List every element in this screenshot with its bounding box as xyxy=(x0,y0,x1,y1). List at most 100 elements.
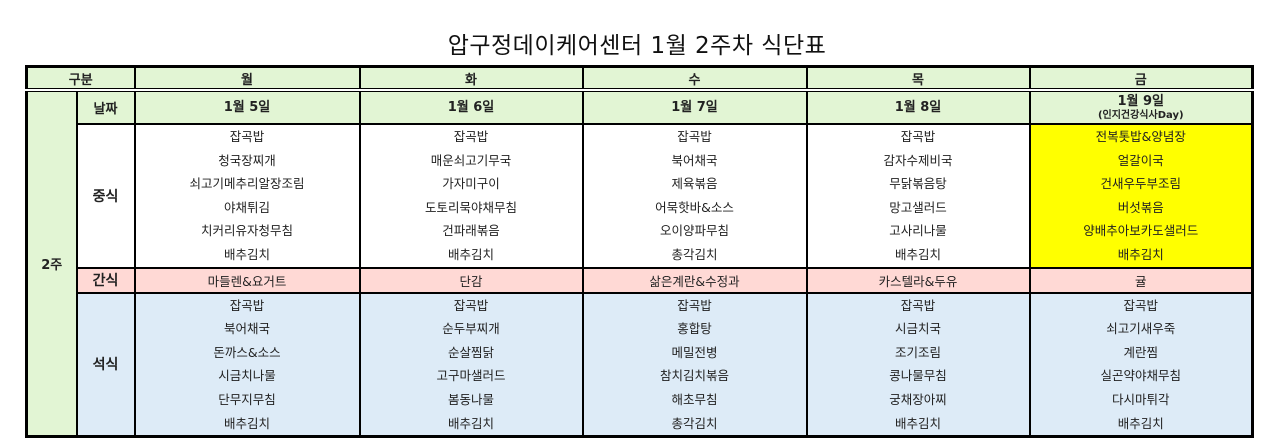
lunch-cell: 잡곡밥 매운쇠고기무국 가자미구이 도토리묵야채무침 건파래볶음 배추김치 xyxy=(358,123,584,269)
menu-item: 쇠고기새우죽 xyxy=(1106,321,1176,337)
page-title: 압구정데이케어센터 1월 2주차 식단표 xyxy=(447,33,827,59)
menu-item: 배추김치 xyxy=(894,415,941,431)
week-label: 2주 xyxy=(25,89,78,438)
date-cell: 1월 9일 (인지건강식사Day) xyxy=(1028,89,1254,125)
snack-cell: 삶은계란&수정과 xyxy=(581,266,808,294)
menu-item: 배추김치 xyxy=(894,246,941,262)
menu-item: 북어채국 xyxy=(671,152,718,168)
menu-item: 봄동나물 xyxy=(447,391,494,407)
menu-item: 시금치국 xyxy=(894,321,941,337)
date-row: 2주 날짜 1월 5일 1월 6일 1월 7일 1월 8일 1월 9일 (인지건강식사Day) xyxy=(25,89,1254,438)
menu-item: 고구마샐러드 xyxy=(436,368,506,384)
menu-item: 배추김치 xyxy=(1117,246,1164,262)
menu-item: 잡곡밥 xyxy=(453,129,489,144)
day-header: 화 xyxy=(358,65,584,92)
category-header: 구분 xyxy=(25,65,136,92)
menu-item: 조기조림 xyxy=(894,344,941,360)
menu-item: 치커리유자청무침 xyxy=(200,223,293,239)
menu-item: 잡곡밥 xyxy=(677,129,712,144)
menu-item: 순살찜닭 xyxy=(447,344,494,360)
date-cell: 1월 6일 xyxy=(358,89,584,125)
row-label-snack: 간식 xyxy=(75,266,136,294)
menu-item: 참치김치볶음 xyxy=(659,368,729,384)
menu-item: 도토리묵야채무침 xyxy=(424,199,517,215)
date-text: 1월 9일 xyxy=(1117,93,1165,109)
lunch-cell: 잡곡밥 감자수제비국 무닭볶음탕 망고샐러드 고사리나물 배추김치 xyxy=(805,123,1031,269)
menu-item: 잡곡밥 xyxy=(900,297,936,313)
menu-item: 총각김치 xyxy=(671,415,718,431)
date-text: 1월 7일 xyxy=(671,99,718,115)
menu-item: 실곤약야채무침 xyxy=(1100,368,1181,384)
menu-item: 제육볶음 xyxy=(671,176,718,192)
menu-item: 양배추아보카도샐러드 xyxy=(1083,223,1199,239)
menu-item: 잡곡밥 xyxy=(229,297,265,313)
snack-cell: 카스텔라&두유 xyxy=(805,266,1031,294)
day-header: 수 xyxy=(581,65,808,92)
menu-item: 순두부찌개 xyxy=(442,321,500,337)
date-cell: 1월 8일 xyxy=(805,89,1031,125)
day-header: 금 xyxy=(1028,65,1254,92)
day-header: 월 xyxy=(133,65,361,92)
row-label-dinner: 석식 xyxy=(75,291,136,438)
menu-table: 구분 월 화 수 목 금 2주 날짜 1월 5일 1월 6일 1월 7일 1월 8일 1월 9일 (인지건… xyxy=(25,65,1254,439)
date-text: 1월 8일 xyxy=(894,99,942,115)
date-text: 1월 6일 xyxy=(447,99,495,115)
menu-item: 배추김치 xyxy=(447,415,494,431)
snack-row: 간식 마들렌&요거트 단감 삶은계란&수정과 카스텔라&두유 귤 xyxy=(27,266,1254,294)
menu-item: 건새우두부조림 xyxy=(1100,176,1181,192)
snack-cell: 마들렌&요거트 xyxy=(133,266,361,294)
date-note: (인지건강식사Day) xyxy=(1097,109,1184,121)
day-header: 목 xyxy=(805,65,1031,92)
menu-item: 메밀전병 xyxy=(671,344,718,360)
menu-item: 무닭볶음탕 xyxy=(889,176,947,192)
menu-item: 홍합탕 xyxy=(677,321,712,337)
date-cell: 1월 7일 xyxy=(581,89,808,125)
menu-item: 다시마튀각 xyxy=(1111,391,1170,407)
menu-item: 배추김치 xyxy=(223,246,270,262)
row-label-lunch: 중식 xyxy=(75,123,136,269)
date-text: 1월 5일 xyxy=(223,99,271,115)
menu-item: 망고샐러드 xyxy=(889,199,947,215)
menu-item: 배추김치 xyxy=(223,415,270,431)
menu-item: 야채튀김 xyxy=(223,199,270,215)
date-cell: 1월 5일 xyxy=(133,89,361,125)
snack-cell: 귤 xyxy=(1028,266,1254,294)
menu-item: 어묵핫바&소스 xyxy=(655,199,734,215)
menu-item: 감자수제비국 xyxy=(883,152,953,168)
menu-item: 콩나물무침 xyxy=(889,368,947,384)
menu-item: 배추김치 xyxy=(447,246,494,262)
menu-item: 잡곡밥 xyxy=(453,297,489,313)
menu-item: 전복톳밥&양념장 xyxy=(1095,129,1186,144)
menu-item: 궁채장아찌 xyxy=(889,391,947,407)
snack-cell: 단감 xyxy=(358,266,584,294)
menu-item: 북어채국 xyxy=(223,321,270,337)
dinner-row: 석식 잡곡밥 북어채국 돈까스&소스 시금치나물 단무지무침 배추김치 잡곡밥 순두부찌개 순살찜… xyxy=(27,291,1254,438)
header-row: 구분 월 화 수 목 금 xyxy=(25,65,1254,92)
menu-item: 가자미구이 xyxy=(442,176,500,192)
menu-item: 오이양파무침 xyxy=(659,223,729,239)
menu-item: 시금치나물 xyxy=(218,368,276,384)
menu-item: 해초무침 xyxy=(671,391,718,407)
menu-item: 매운쇠고기무국 xyxy=(430,152,512,168)
menu-item: 총각김치 xyxy=(671,246,718,262)
menu-item: 계란찜 xyxy=(1123,344,1158,360)
menu-item: 배추김치 xyxy=(1117,415,1164,431)
menu-item: 청국장찌개 xyxy=(218,152,276,168)
menu-item: 쇠고기메추리알장조림 xyxy=(189,176,305,192)
menu-item: 잡곡밥 xyxy=(900,129,936,144)
menu-item: 잡곡밥 xyxy=(1123,297,1158,313)
lunch-cell: 전복톳밥&양념장 얼갈이국 건새우두부조림 버섯볶음 양배추아보카도샐러드 배추김치 xyxy=(1028,123,1254,269)
menu-item: 잡곡밥 xyxy=(229,129,265,144)
menu-item: 단무지무침 xyxy=(218,391,276,407)
menu-item: 잡곡밥 xyxy=(677,297,712,313)
row-label-date: 날짜 xyxy=(75,89,136,125)
menu-item: 돈까스&소스 xyxy=(213,344,281,360)
menu-item: 얼갈이국 xyxy=(1117,152,1164,168)
